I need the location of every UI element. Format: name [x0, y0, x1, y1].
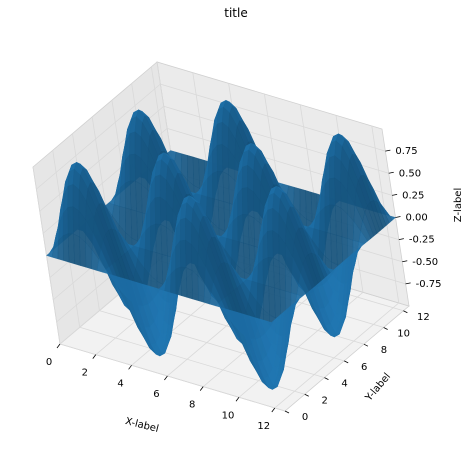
- grid-line-y-floor: [59, 343, 286, 412]
- surface-patch: [150, 223, 157, 253]
- surface-patch: [72, 206, 80, 238]
- surface-patch: [241, 187, 249, 215]
- y-tick-label: 8: [381, 345, 387, 356]
- tick-mark: [92, 354, 97, 359]
- tick-marks: [56, 149, 411, 414]
- surface-patch: [247, 214, 255, 247]
- y-tick-label: 12: [417, 312, 430, 323]
- z-axis-label: Z-label: [453, 188, 464, 222]
- surface-patch: [135, 180, 143, 214]
- surface-patch: [329, 155, 335, 179]
- grid-line-z-back: [160, 83, 386, 152]
- surface-patch: [221, 144, 229, 175]
- z-tick-label: -0.50: [412, 257, 438, 268]
- surface-patch: [265, 319, 275, 327]
- chart-title: title: [224, 6, 247, 20]
- tick-mark: [128, 365, 132, 370]
- grid-line-x-floor: [274, 302, 400, 409]
- tick-mark: [235, 397, 240, 402]
- surface-plot: [46, 99, 396, 390]
- tick-mark: [324, 377, 329, 380]
- tick-mark: [403, 310, 408, 314]
- tick-mark: [344, 360, 349, 364]
- tick-mark: [402, 260, 408, 263]
- tick-mark: [388, 171, 394, 174]
- z-tick-label: 0.50: [399, 168, 421, 179]
- surface-patch: [185, 239, 193, 271]
- y-tick-label: 4: [341, 379, 347, 390]
- surface-patch: [129, 153, 136, 182]
- surface-patch: [262, 257, 269, 287]
- z-tick-label: -0.25: [409, 235, 435, 246]
- x-tick-label: 6: [153, 389, 159, 400]
- x-tick-label: 4: [117, 378, 123, 389]
- z-tick-label: -0.75: [416, 279, 442, 290]
- surface-patch: [216, 121, 223, 146]
- surface-patch: [179, 239, 187, 268]
- x-tick-label: 0: [46, 357, 52, 368]
- surface-patch: [267, 230, 274, 258]
- z-tick-label: 0.25: [402, 190, 424, 201]
- surface-patch: [179, 217, 186, 242]
- x-tick-label: 8: [189, 400, 195, 411]
- tick-mark: [304, 393, 309, 397]
- tick-mark: [271, 407, 276, 413]
- surface-patch: [272, 230, 280, 262]
- tick-mark: [164, 375, 168, 381]
- y-axis-label: Y-label: [363, 371, 393, 404]
- y-tick-label: 6: [361, 362, 367, 373]
- x-tick-label: 2: [82, 368, 88, 379]
- tick-mark: [395, 216, 401, 218]
- surface-patch: [154, 196, 161, 225]
- tick-mark: [383, 327, 388, 330]
- surface-patch: [241, 165, 248, 189]
- surface-patch: [216, 144, 223, 172]
- surface-patch: [159, 196, 167, 228]
- surface-patch: [154, 174, 161, 199]
- surface-patch: [329, 177, 336, 206]
- tick-mark: [56, 343, 61, 349]
- surface-patch: [267, 208, 273, 232]
- surface-patch: [334, 177, 342, 209]
- tick-mark: [405, 282, 411, 285]
- grid-line-z-left: [36, 83, 161, 190]
- surface-patch: [129, 131, 136, 156]
- y-tick-label: 0: [302, 412, 308, 423]
- tick-mark: [363, 343, 369, 347]
- tick-mark: [199, 386, 204, 391]
- surface-patch: [134, 153, 142, 185]
- surface-patch: [67, 206, 74, 235]
- x-tick-label: 10: [222, 410, 235, 421]
- tick-mark: [398, 238, 404, 241]
- x-tick-label: 12: [257, 421, 270, 432]
- z-tick-label: 0.75: [395, 146, 417, 157]
- surface-patch: [336, 234, 343, 266]
- surface-patch: [247, 187, 255, 219]
- y-tick-label: 10: [397, 329, 410, 340]
- y-tick-label: 2: [322, 395, 328, 406]
- z-tick-label: 0.00: [406, 213, 428, 224]
- tick-mark: [284, 410, 290, 414]
- tick-mark: [392, 193, 398, 196]
- x-axis-label: X-label: [124, 416, 160, 435]
- surface-patch: [67, 184, 74, 208]
- tick-mark: [385, 149, 391, 152]
